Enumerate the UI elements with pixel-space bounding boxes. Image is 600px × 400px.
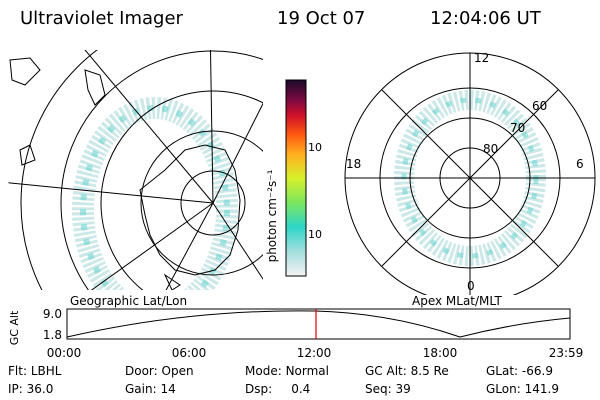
mlat-label-80: 80 — [483, 142, 498, 156]
info-dsp: Dsp: 0.4 — [245, 382, 311, 396]
coastline — [9, 57, 41, 86]
altitude-plot: GC Alt 9.0 1.8 00:00 06:00 12:00 18:00 2… — [8, 307, 584, 360]
instrument-title: Ultraviolet Imager — [20, 8, 183, 29]
info-glat: GLat: -66.9 — [486, 364, 553, 378]
lat-circle — [20, 50, 98, 290]
info-gc-alt: GC Alt: 8.5 Re — [365, 364, 449, 378]
meridian — [8, 182, 214, 204]
meridian — [90, 202, 214, 290]
altitude-ytick-9: 9.0 — [43, 307, 62, 321]
coastline — [139, 144, 241, 276]
mlt-label-18: 18 — [346, 157, 361, 171]
auroral-oval-geographic — [72, 97, 238, 290]
info-seq: Seq: 39 — [365, 382, 411, 396]
mlat-label-60: 60 — [532, 99, 547, 113]
colorbar-unit-label: photon cm⁻²s⁻¹ — [265, 169, 279, 262]
meridian — [209, 50, 214, 204]
coastline — [163, 273, 181, 290]
meridian — [84, 50, 214, 204]
polar-plot: 80 70 60 12 18 6 0 — [344, 51, 596, 295]
meridian — [212, 102, 263, 204]
info-gain: Gain: 14 — [125, 382, 176, 396]
altitude-ylabel: GC Alt — [8, 310, 21, 345]
lat-circle — [60, 50, 263, 290]
mlt-label-6: 6 — [576, 157, 584, 171]
coastline — [19, 144, 36, 166]
mlt-label-0: 0 — [467, 279, 475, 293]
info-flt: Flt: LBHL — [8, 364, 62, 378]
colorbar-tick-10: 10 — [308, 228, 322, 241]
altitude-xtick-1800: 18:00 — [423, 346, 458, 360]
colorbar: 100 10 photon cm⁻²s⁻¹ — [265, 79, 322, 277]
left-panel-label: Geographic Lat/Lon — [70, 294, 188, 308]
colorbar-tick-100: 100 — [308, 141, 322, 154]
info-door: Door: Open — [125, 364, 194, 378]
meridian — [165, 202, 214, 290]
info-mode: Mode: Normal — [245, 364, 329, 378]
lat-circle — [100, 90, 263, 290]
altitude-frame — [66, 308, 571, 340]
altitude-xtick-1200: 12:00 — [297, 346, 332, 360]
meridian — [212, 202, 263, 280]
mlt-label-12: 12 — [474, 51, 489, 65]
date-label: 19 Oct 07 — [277, 8, 366, 29]
altitude-xtick-0000: 00:00 — [47, 346, 82, 360]
coastline — [84, 69, 106, 106]
info-glon: GLon: 141.9 — [486, 382, 559, 396]
geographic-map — [7, 50, 263, 290]
time-label: 12:04:06 UT — [430, 8, 541, 29]
altitude-xtick-2359: 23:59 — [549, 346, 584, 360]
lat-circle — [180, 170, 246, 236]
altitude-curve — [66, 310, 571, 338]
mlt-line — [381, 89, 559, 267]
right-panel-label: Apex MLat/MLT — [412, 294, 502, 308]
altitude-xtick-0600: 06:00 — [172, 346, 207, 360]
lat-circle — [140, 130, 263, 276]
altitude-ytick-1.8: 1.8 — [43, 328, 62, 342]
mlat-label-70: 70 — [510, 121, 525, 135]
info-ip: IP: 36.0 — [8, 382, 54, 396]
